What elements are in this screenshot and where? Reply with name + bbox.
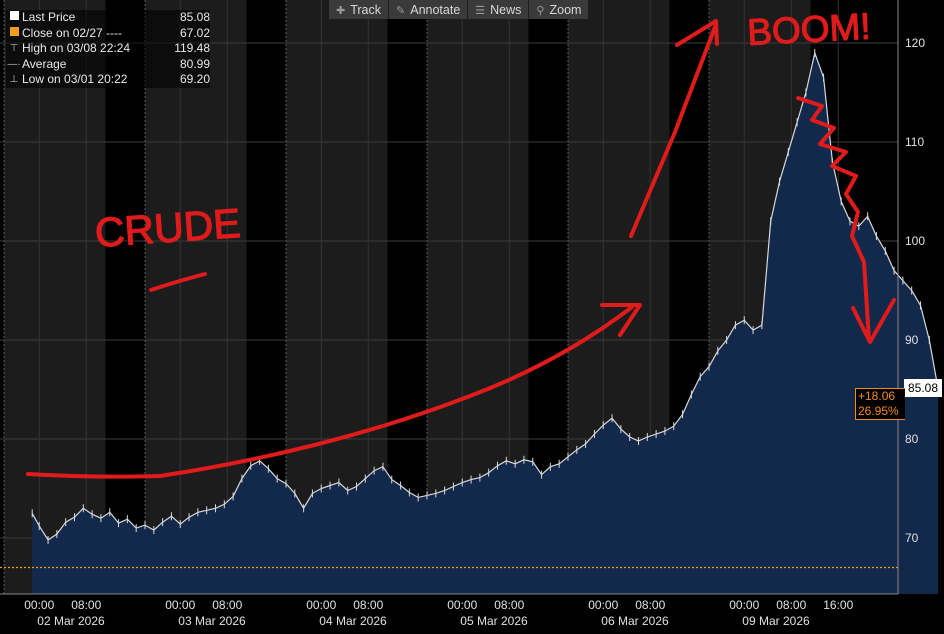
track-button[interactable]: ✚ Track — [329, 0, 390, 19]
session-shade — [4, 0, 106, 594]
y-tick-label: 110 — [905, 135, 924, 149]
x-tick-label: 08:00 — [776, 598, 806, 612]
crude-annotation: CRUDE — [93, 200, 242, 256]
x-tick-label: 00:00 — [588, 598, 618, 612]
white-square-icon — [9, 11, 19, 20]
squiggle-arrowhead — [851, 298, 896, 344]
magnifier-icon: ⚲ — [536, 4, 545, 17]
price-area-layer — [31, 48, 939, 594]
x-tick-label: 08:00 — [635, 598, 665, 612]
chart-legend: Last Price 85.08 Close on 02/27 ---- 67.… — [6, 10, 210, 88]
x-date-label: 06 Mar 2026 — [601, 614, 669, 628]
last-price-badge: 85.08 — [904, 379, 942, 397]
zoom-button[interactable]: ⚲ Zoom — [529, 0, 590, 19]
price-area — [32, 52, 939, 594]
pencil-icon: ✎ — [396, 4, 406, 17]
price-change-pct: 26.95% — [858, 404, 899, 418]
legend-last-price[interactable]: Last Price 85.08 — [6, 10, 210, 26]
axes: 70 80 90 100 110 120 00:00 08:00 00:00 08:00 00:00… — [0, 0, 925, 628]
orange-square-icon — [9, 26, 19, 36]
x-tick-label: 08:00 — [212, 598, 242, 612]
price-change-box: +18.06 26.95% — [855, 388, 905, 420]
legend-high[interactable]: ⊤ High on 03/08 22:24 119.48 — [6, 41, 210, 57]
x-date-label: 09 Mar 2026 — [742, 614, 810, 628]
crosshair-icon: ✚ — [336, 4, 346, 17]
y-tick-label: 100 — [905, 234, 925, 248]
price-line — [31, 50, 939, 541]
low-marker-icon: ⊥ — [9, 74, 19, 85]
x-date-label: 02 Mar 2026 — [37, 614, 105, 628]
y-tick-label: 120 — [905, 36, 925, 50]
session-shade — [145, 0, 247, 594]
trend-arrowhead — [600, 303, 642, 337]
legend-close[interactable]: Close on 02/27 ---- 67.02 — [6, 26, 210, 42]
x-tick-label: 08:00 — [494, 598, 524, 612]
x-date-label: 04 Mar 2026 — [319, 614, 387, 628]
x-tick-label: 00:00 — [165, 598, 195, 612]
average-line-icon: —· — [7, 58, 21, 70]
chart-toolbar: ✚ Track ✎ Annotate ☰ News ⚲ Zoom — [329, 0, 590, 19]
news-list-icon: ☰ — [475, 4, 486, 17]
high-marker-icon: ⊤ — [9, 43, 19, 54]
x-date-label: 03 Mar 2026 — [178, 614, 246, 628]
x-tick-label: 00:00 — [306, 598, 336, 612]
trend-arrow-stroke — [26, 305, 634, 479]
x-tick-label: 00:00 — [729, 598, 759, 612]
y-tick-label: 70 — [905, 531, 919, 545]
boom-arrowhead — [675, 19, 719, 47]
boom-arrow-stroke — [629, 25, 717, 238]
legend-average[interactable]: —· Average 80.99 — [7, 56, 210, 71]
crude-underline-stroke — [149, 272, 207, 292]
annotation-layer: CRUDE BOOM! — [26, 5, 896, 479]
x-tick-label: 08:00 — [353, 598, 383, 612]
x-tick-label: 08:00 — [71, 598, 101, 612]
boom-annotation: BOOM! — [746, 6, 871, 53]
price-change-abs: +18.06 — [858, 389, 896, 403]
x-date-label: 05 Mar 2026 — [460, 614, 528, 628]
news-button[interactable]: ☰ News — [468, 0, 530, 19]
legend-low[interactable]: ⊥ Low on 03/01 20:22 69.20 — [6, 72, 210, 88]
y-tick-label: 80 — [905, 432, 919, 446]
x-tick-label: 16:00 — [823, 598, 853, 612]
squiggle-arrow-stroke — [796, 96, 871, 342]
x-tick-label: 00:00 — [447, 598, 477, 612]
annotate-button[interactable]: ✎ Annotate — [389, 0, 469, 19]
y-tick-label: 90 — [905, 333, 919, 347]
x-tick-label: 00:00 — [24, 598, 54, 612]
